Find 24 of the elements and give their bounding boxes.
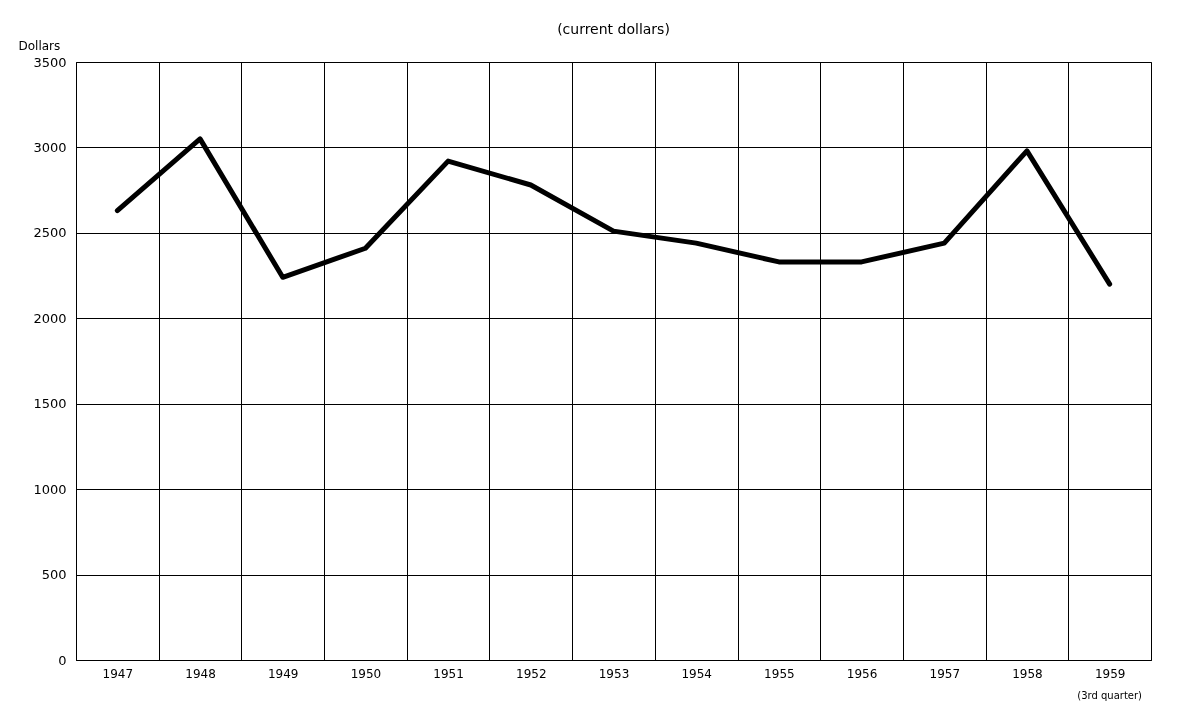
y-tick-label: 500 [41, 567, 67, 583]
x-tick-label: 1957 [929, 666, 961, 681]
x-tick-label: 1953 [598, 666, 630, 681]
x-tick-label: 1958 [1012, 666, 1043, 681]
y-tick-label: 1000 [33, 481, 67, 497]
chart-title: (current dollars) [557, 21, 670, 37]
y-tick-label: 3000 [33, 139, 67, 155]
y-tick-label: 2000 [33, 310, 67, 326]
x-tick-label: 1952 [516, 666, 547, 681]
x-tick-label: 1949 [267, 666, 299, 681]
y-tick-label: 1500 [33, 396, 67, 412]
x-tick-label: 1947 [102, 666, 134, 681]
x-tick-label: 1951 [433, 666, 464, 681]
y-axis-title: Dollars [18, 38, 61, 53]
y-tick-label: 3500 [33, 54, 67, 70]
y-tick-label: 0 [58, 652, 67, 668]
x-tick-label: 1948 [185, 666, 216, 681]
x-tick-label: 1959 [1094, 666, 1126, 681]
text: (3rd quarter) [1077, 690, 1143, 701]
x-tick-label: 1950 [350, 666, 382, 681]
x-tick-label: 1956 [846, 666, 878, 681]
x-tick-label: 1954 [681, 666, 712, 681]
y-tick-label: 2500 [33, 225, 67, 241]
x-tick-label: 1955 [764, 666, 795, 681]
